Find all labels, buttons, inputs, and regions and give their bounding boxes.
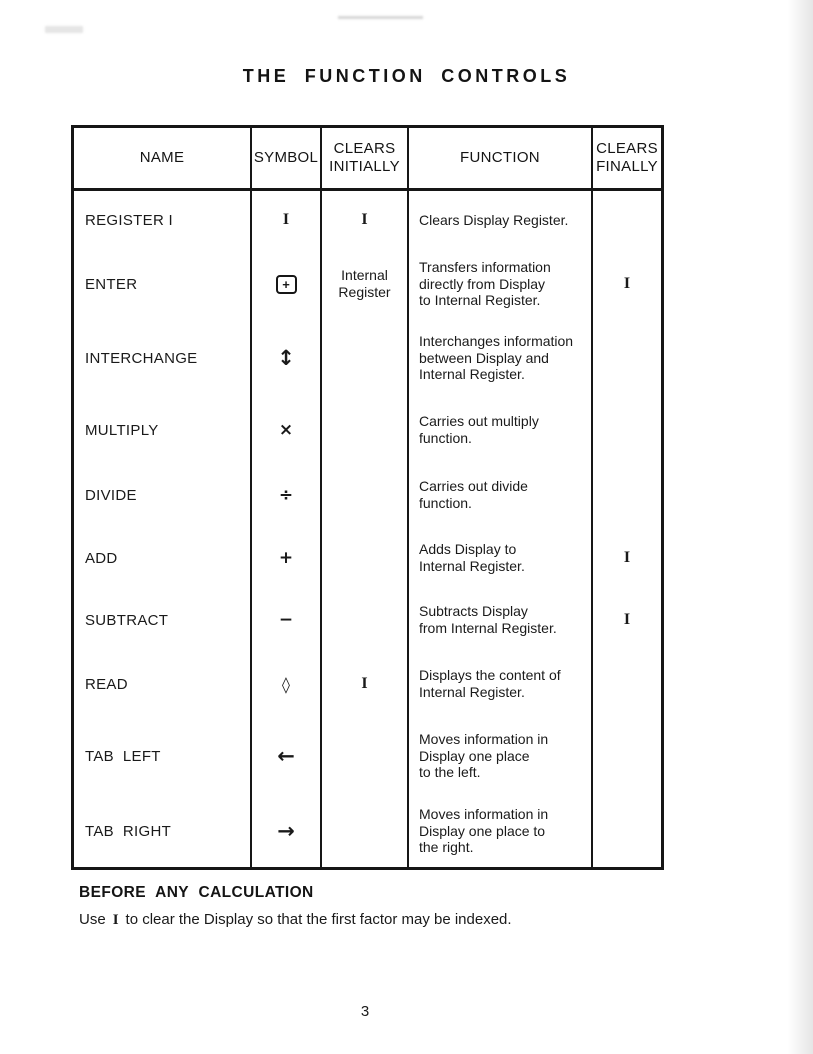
scan-smudge <box>45 26 83 33</box>
clears-initially-cell <box>322 319 409 397</box>
function-cell: Displays the content of Internal Registe… <box>409 651 593 717</box>
table-row: MULTIPLY × Carries out multiply function… <box>74 397 661 463</box>
clears-finally-cell <box>593 319 661 397</box>
function-cell: Moves information in Display one place t… <box>409 795 593 867</box>
clears-i-symbol: I <box>623 611 631 628</box>
interchange-arrow-symbol: ↕ <box>277 346 295 370</box>
clears-initially-cell <box>322 397 409 463</box>
register-i-symbol: I <box>112 912 119 928</box>
multiply-symbol: × <box>278 420 294 440</box>
clears-finally-cell <box>593 191 661 249</box>
tab-right-arrow-symbol: → <box>277 819 295 843</box>
clears-i-symbol: I <box>361 674 368 692</box>
name-cell: DIVIDE <box>74 463 252 527</box>
name-cell: INTERCHANGE <box>74 319 252 397</box>
symbol-cell: ÷ <box>252 463 322 527</box>
clears-initially-cell <box>322 527 409 589</box>
name-cell: ENTER <box>74 249 252 319</box>
register-i-symbol: I <box>282 211 290 228</box>
name-cell: MULTIPLY <box>74 397 252 463</box>
header-cell-clears-initially: CLEARS INITIALLY <box>322 128 409 188</box>
scan-smudge <box>338 16 423 19</box>
function-cell: Transfers information directly from Disp… <box>409 249 593 319</box>
clears-finally-cell: I <box>593 527 661 589</box>
clears-finally-cell: I <box>593 589 661 651</box>
table-row: TAB LEFT ← Moves information in Display … <box>74 717 661 795</box>
add-symbol: + <box>278 548 294 568</box>
symbol-cell: ↕ <box>252 319 322 397</box>
name-cell: TAB LEFT <box>74 717 252 795</box>
function-cell: Carries out multiply function. <box>409 397 593 463</box>
function-cell: Interchanges information between Display… <box>409 319 593 397</box>
table-row: DIVIDE ÷ Carries out divide function. <box>74 463 661 527</box>
clears-i-symbol: I <box>361 210 368 228</box>
clears-finally-cell <box>593 717 661 795</box>
symbol-cell: × <box>252 397 322 463</box>
clears-finally-cell <box>593 795 661 867</box>
scan-edge-shadow <box>787 0 813 1054</box>
table-row: REGISTER I I I Clears Display Register. <box>74 191 661 249</box>
header-cell-symbol: SYMBOL <box>252 128 322 188</box>
table-row: READ ◊ I Displays the content of Interna… <box>74 651 661 717</box>
symbol-cell: → <box>252 795 322 867</box>
name-cell: TAB RIGHT <box>74 795 252 867</box>
clears-initially-cell: I <box>322 651 409 717</box>
divide-symbol: ÷ <box>278 485 294 505</box>
clears-finally-cell <box>593 651 661 717</box>
clears-i-symbol: I <box>623 275 631 292</box>
clears-initially-cell <box>322 795 409 867</box>
footer-note-suffix: to clear the Display so that the first f… <box>125 911 512 928</box>
page-title: THE FUNCTION CONTROLS <box>242 66 571 86</box>
header-cell-function: FUNCTION <box>409 128 593 188</box>
tab-left-arrow-symbol: ← <box>277 744 295 768</box>
header-cell-name: NAME <box>74 128 252 188</box>
clears-initially-cell: I <box>322 191 409 249</box>
name-cell: READ <box>74 651 252 717</box>
symbol-cell: + <box>252 527 322 589</box>
clears-finally-cell <box>593 397 661 463</box>
clears-initially-cell: Internal Register <box>322 249 409 319</box>
header-cell-clears-finally: CLEARS FINALLY <box>596 140 658 175</box>
function-controls-table: NAME SYMBOL CLEARS INITIALLY FUNCTION CL… <box>71 125 664 870</box>
table-row: ADD + Adds Display to Internal Register.… <box>74 527 661 589</box>
symbol-cell: ◊ <box>252 651 322 717</box>
clears-finally-cell <box>593 463 661 527</box>
function-cell: Clears Display Register. <box>409 191 593 249</box>
symbol-cell: + <box>252 249 322 319</box>
clears-initially-cell <box>322 589 409 651</box>
subtract-symbol: − <box>278 610 294 630</box>
clears-finally-cell: I <box>593 249 661 319</box>
enter-key-symbol: + <box>275 274 297 294</box>
function-cell: Adds Display to Internal Register. <box>409 527 593 589</box>
function-cell: Subtracts Display from Internal Register… <box>409 589 593 651</box>
table-row: TAB RIGHT → Moves information in Display… <box>74 795 661 867</box>
page-number: 3 <box>360 1003 370 1020</box>
function-cell: Carries out divide function. <box>409 463 593 527</box>
function-cell: Moves information in Display one place t… <box>409 717 593 795</box>
read-diamond-symbol: ◊ <box>282 674 290 694</box>
name-cell: SUBTRACT <box>74 589 252 651</box>
name-cell: ADD <box>74 527 252 589</box>
table-row: INTERCHANGE ↕ Interchanges information b… <box>74 319 661 397</box>
symbol-cell: − <box>252 589 322 651</box>
symbol-cell: I <box>252 191 322 249</box>
table-row: ENTER + Internal Register Transfers info… <box>74 249 661 319</box>
name-cell: REGISTER I <box>74 191 252 249</box>
symbol-cell: ← <box>252 717 322 795</box>
before-any-calculation-heading: BEFORE ANY CALCULATION <box>79 884 314 901</box>
enter-key-plus: + <box>282 276 290 292</box>
clears-i-symbol: I <box>623 549 631 566</box>
footer-note-prefix: Use <box>79 911 106 928</box>
table-row: SUBTRACT − Subtracts Display from Intern… <box>74 589 661 651</box>
table-header-row: NAME SYMBOL CLEARS INITIALLY FUNCTION CL… <box>74 128 661 191</box>
clears-initially-cell <box>322 463 409 527</box>
clears-initially-cell <box>322 717 409 795</box>
